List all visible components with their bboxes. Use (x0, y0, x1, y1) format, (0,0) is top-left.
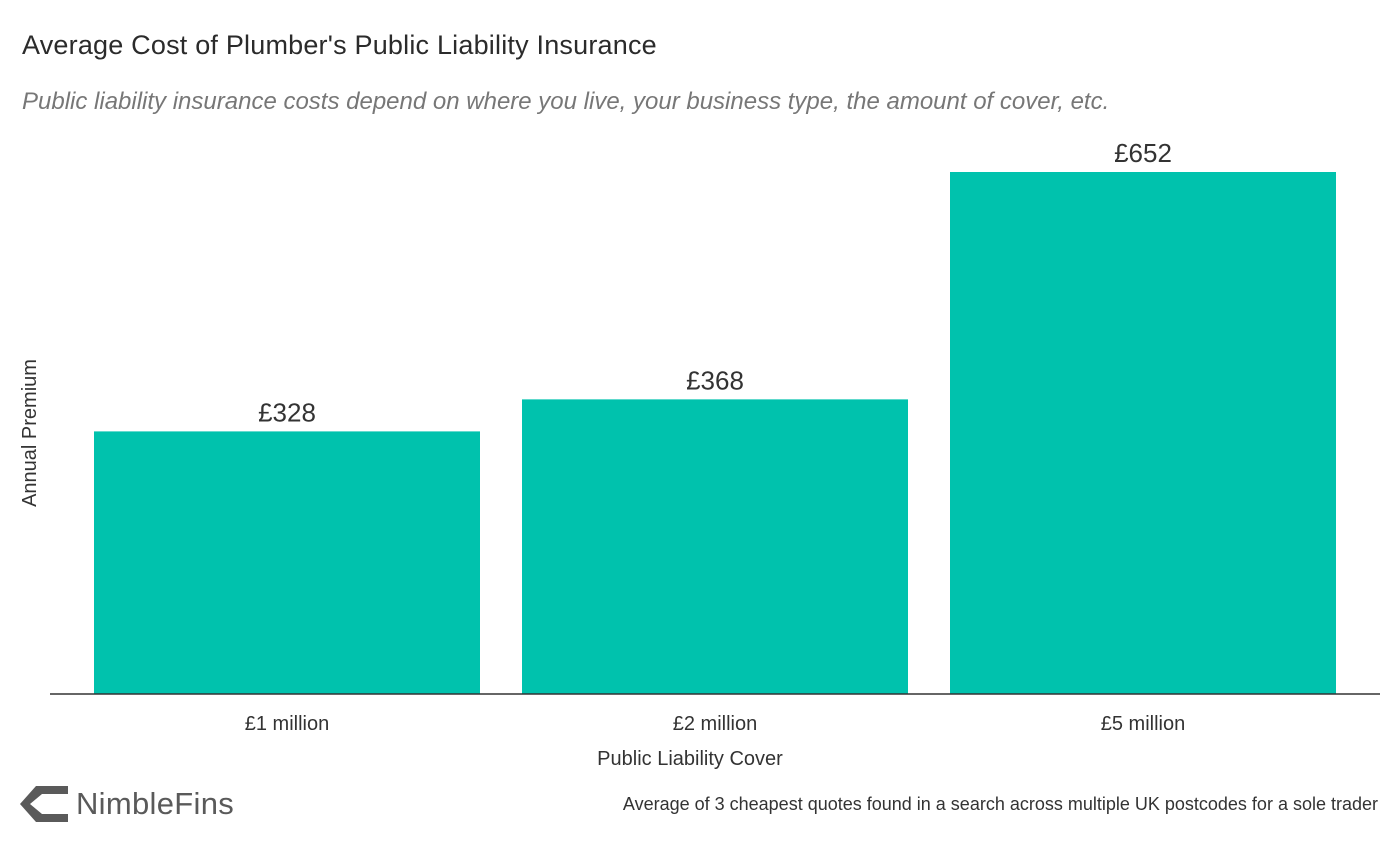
bar-2 (522, 399, 908, 694)
y-axis-title: Annual Premium (19, 359, 41, 507)
bars-group (94, 172, 1336, 694)
bar-1 (94, 431, 480, 694)
data-label-1: £328 (258, 397, 316, 427)
bar-3 (950, 172, 1336, 694)
chart-title: Average Cost of Plumber's Public Liabili… (22, 30, 657, 60)
footnote: Average of 3 cheapest quotes found in a … (622, 794, 1378, 814)
x-tick-label-1: £1 million (245, 713, 329, 735)
chevron-logo-icon (20, 786, 68, 822)
data-label-2: £368 (686, 365, 744, 395)
chart-subtitle: Public liability insurance costs depend … (22, 88, 1110, 115)
labels-group: £328 £1 million £368 £2 million £652 £5 milli… (245, 138, 1185, 735)
data-label-3: £652 (1114, 138, 1172, 168)
brand-logo: NimbleFins (20, 784, 234, 824)
brand-name: NimbleFins (76, 786, 235, 821)
x-tick-label-2: £2 million (673, 713, 757, 735)
x-axis-title: Public Liability Cover (597, 748, 783, 770)
x-tick-label-3: £5 million (1101, 713, 1185, 735)
